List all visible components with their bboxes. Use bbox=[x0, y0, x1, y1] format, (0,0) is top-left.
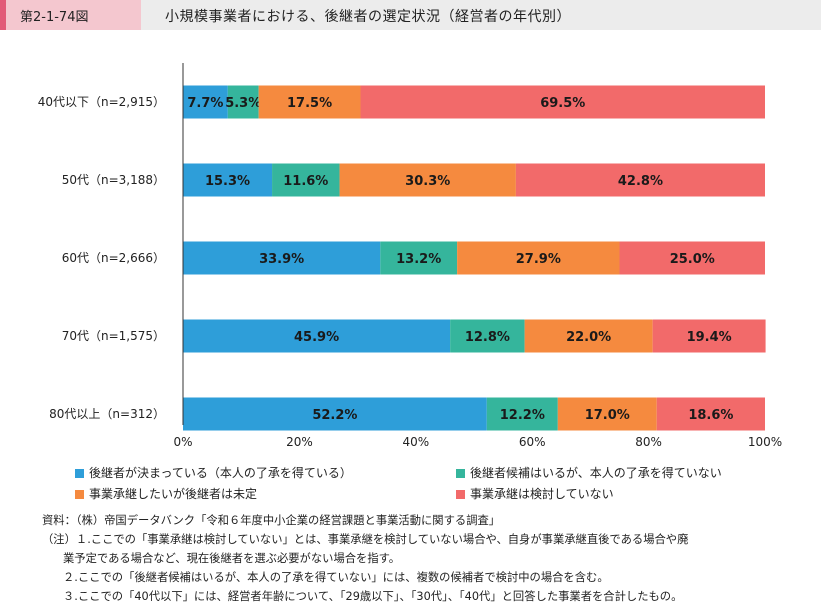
bar-segment bbox=[380, 241, 458, 275]
bar-segment bbox=[557, 397, 657, 431]
bar-segment bbox=[183, 397, 487, 431]
data-label: 18.6% bbox=[688, 408, 733, 423]
data-label: 52.2% bbox=[312, 408, 357, 423]
bar-segment bbox=[339, 163, 516, 197]
data-label: 15.3% bbox=[205, 174, 250, 189]
x-tick-label: 20% bbox=[286, 435, 313, 449]
legend-swatch-3 bbox=[75, 490, 84, 499]
data-label: 33.9% bbox=[259, 252, 304, 267]
x-tick-label: 60% bbox=[519, 435, 546, 449]
bar-segment bbox=[183, 319, 451, 353]
data-label: 7.7% bbox=[187, 96, 223, 111]
data-label: 5.3% bbox=[225, 96, 261, 111]
data-label: 13.2% bbox=[396, 252, 441, 267]
bar-segment bbox=[652, 319, 766, 353]
note-2: ２.ここでの「後継者候補はいるが、本人の了承を得ていない」には、複数の候補者で検… bbox=[63, 571, 609, 584]
bar-segment bbox=[457, 241, 620, 275]
note-3: ３.ここでの「40代以下」には、経営者年齢について、「29歳以下」、「30代」、… bbox=[63, 590, 683, 603]
category-label: 80代以上（n=312） bbox=[49, 407, 165, 421]
legend-label-1: 後継者が決まっている（本人の了承を得ている） bbox=[89, 466, 352, 480]
data-label: 42.8% bbox=[618, 174, 663, 189]
legend-label-4: 事業承継は検討していない bbox=[470, 487, 614, 501]
legend-swatch-4 bbox=[456, 490, 465, 499]
figure-title: 小規模事業者における、後継者の選定状況（経営者の年代別） bbox=[165, 9, 571, 25]
bar-segment bbox=[515, 163, 765, 197]
legend-label-3: 事業承継したいが後継者は未定 bbox=[89, 487, 258, 501]
data-label: 12.8% bbox=[465, 330, 510, 345]
legend-swatch-1 bbox=[75, 469, 84, 478]
data-label: 25.0% bbox=[670, 252, 715, 267]
legend-item-4: 事業承継は検討していない bbox=[456, 485, 614, 502]
figure-notes: 資料：（株）帝国データバンク「令和６年度中小企業の経営課題と事業活動に関する調査… bbox=[42, 511, 812, 606]
x-tick-label: 40% bbox=[402, 435, 429, 449]
bar-segment bbox=[183, 163, 273, 197]
x-tick-label: 100% bbox=[748, 435, 782, 449]
data-label: 69.5% bbox=[540, 96, 585, 111]
data-label: 17.0% bbox=[585, 408, 630, 423]
legend-label-2: 後継者候補はいるが、本人の了承を得ていない bbox=[470, 466, 722, 480]
legend-swatch-2 bbox=[456, 469, 465, 478]
source-note: 資料：（株）帝国データバンク「令和６年度中小企業の経営課題と事業活動に関する調査… bbox=[42, 514, 501, 527]
bar-segment bbox=[450, 319, 525, 353]
figure-header: 第2-1-74図 小規模事業者における、後継者の選定状況（経営者の年代別） bbox=[0, 0, 821, 30]
bar-segment bbox=[183, 85, 228, 119]
figure-number-tab: 第2-1-74図 bbox=[0, 0, 141, 30]
data-label: 17.5% bbox=[287, 96, 332, 111]
figure-number: 第2-1-74図 bbox=[20, 10, 89, 25]
bar-segment bbox=[486, 397, 558, 431]
category-label: 50代（n=3,188） bbox=[62, 173, 165, 187]
bar-segment bbox=[360, 85, 765, 119]
legend-item-3: 事業承継したいが後継者は未定 bbox=[75, 485, 257, 502]
bar-segment bbox=[656, 397, 765, 431]
bar-segment bbox=[227, 85, 259, 119]
stacked-bar-chart: 40代以下（n=2,915） 7.7% 5.3% 17.5% 69.5% 50代（n=3,… bbox=[38, 63, 782, 449]
x-tick-label: 80% bbox=[635, 435, 662, 449]
bar-segment bbox=[524, 319, 653, 353]
data-label: 19.4% bbox=[687, 330, 732, 345]
category-label: 70代（n=1,575） bbox=[62, 329, 165, 343]
bar-segment bbox=[183, 241, 381, 275]
data-label: 27.9% bbox=[516, 252, 561, 267]
bar-segment bbox=[272, 163, 340, 197]
data-label: 11.6% bbox=[283, 174, 328, 189]
legend-item-2: 後継者候補はいるが、本人の了承を得ていない bbox=[456, 464, 722, 481]
data-label: 22.0% bbox=[566, 330, 611, 345]
note-1a: （注）１.ここでの「事業承継は検討していない」とは、事業承継を検討していない場合… bbox=[42, 533, 689, 546]
x-tick-label: 0% bbox=[173, 435, 192, 449]
data-label: 12.2% bbox=[500, 408, 545, 423]
data-label: 45.9% bbox=[294, 330, 339, 345]
category-label: 40代以下（n=2,915） bbox=[38, 95, 165, 109]
data-label: 30.3% bbox=[405, 174, 450, 189]
bar-segment bbox=[258, 85, 361, 119]
legend-item-1: 後継者が決まっている（本人の了承を得ている） bbox=[75, 464, 352, 481]
category-label: 60代（n=2,666） bbox=[62, 251, 165, 265]
note-1b: 業予定である場合など、現在後継者を選ぶ必要がない場合を指す。 bbox=[63, 552, 401, 565]
bar-segment bbox=[619, 241, 765, 275]
